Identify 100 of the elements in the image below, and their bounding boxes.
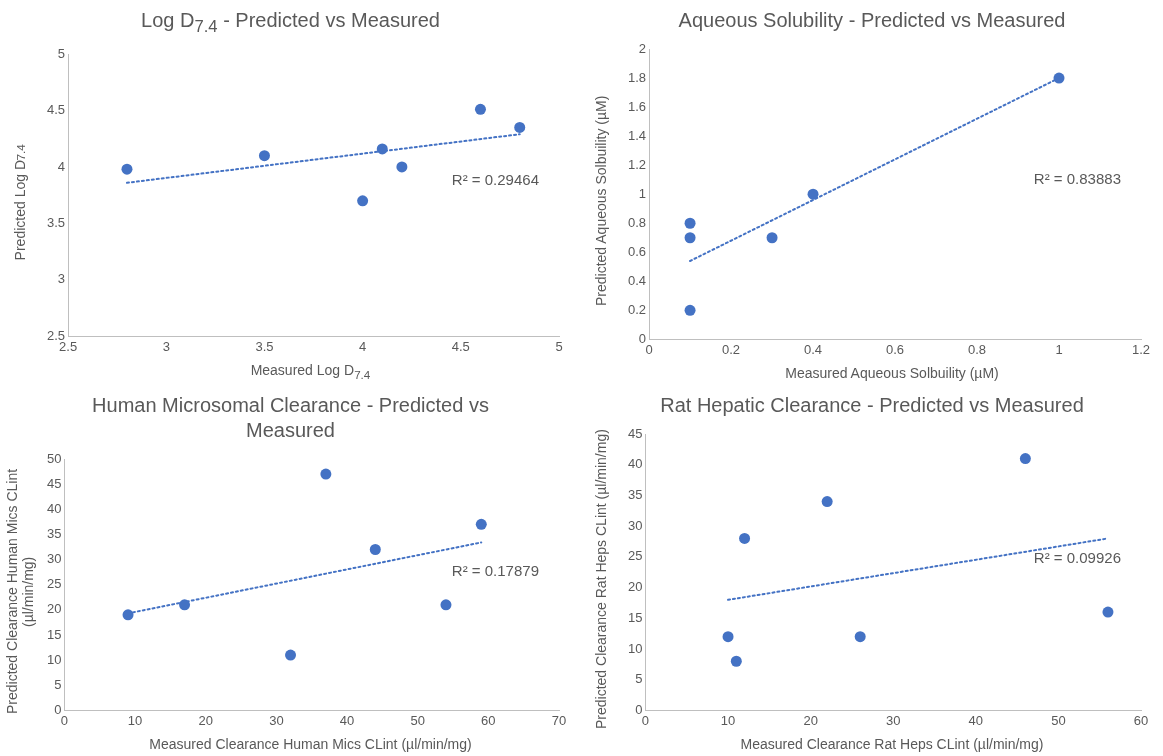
point <box>320 468 332 480</box>
x-tick-label: 0.4 <box>804 341 823 357</box>
y-tick-label: 0.2 <box>627 301 647 317</box>
x-axis-title: Measured Clearance Human Mics CLint (µl/min/mg) <box>148 736 473 754</box>
y-tick-label: 0.6 <box>627 243 647 259</box>
point <box>357 195 369 207</box>
point <box>474 103 486 115</box>
x-tick-label: 0.2 <box>722 341 741 357</box>
point <box>684 232 696 244</box>
y-tick-label: 15 <box>46 626 62 642</box>
point <box>722 631 734 643</box>
y-tick-label: 10 <box>627 640 643 656</box>
y-tick-label: 3 <box>57 271 66 287</box>
point <box>739 532 751 544</box>
x-axis-title: Measured Aqueous Solbuility (µM) <box>784 365 1000 383</box>
y-tick-label: 35 <box>627 487 643 502</box>
y-tick-label: 5 <box>57 45 66 61</box>
x-tick-label: 60 <box>481 712 496 728</box>
y-tick-label: 50 <box>46 450 62 466</box>
point <box>821 496 833 508</box>
x-tick-label: 10 <box>720 712 736 728</box>
y-tick-label: 45 <box>46 475 62 491</box>
x-tick-label: 0.8 <box>967 341 987 357</box>
y-axis-title: Predicted Aqueous Solbuility (µM) <box>592 94 610 309</box>
x-tick-label: 20 <box>803 712 818 728</box>
x-tick-label: 30 <box>886 712 901 728</box>
chart-title: Aqueous Solubility - Predicted vs Measured <box>677 8 1067 33</box>
point <box>121 163 133 175</box>
x-tick-label: 1 <box>1055 341 1063 357</box>
x-tick-label: 60 <box>1133 712 1149 728</box>
x-tick-label: 3 <box>162 338 170 354</box>
y-tick-label: 25 <box>627 548 643 564</box>
x-tick-label: 20 <box>198 712 213 728</box>
point <box>684 217 696 229</box>
x-tick-label: 30 <box>269 712 284 728</box>
y-tick-label: 10 <box>46 651 62 667</box>
x-tick-label: 40 <box>339 712 355 728</box>
point <box>285 649 297 661</box>
y-tick-label: 1 <box>638 185 647 201</box>
x-tick-label: 1.2 <box>1131 341 1151 357</box>
y-tick-label: 1.2 <box>627 156 647 172</box>
y-tick-label: 45 <box>627 425 643 441</box>
point <box>807 188 819 200</box>
x-tick-label: 0.6 <box>886 341 905 357</box>
y-axis-title: Predicted Clearance Rat Heps CLint (µl/min/mg) <box>592 428 610 731</box>
x-tick-label: 70 <box>551 712 567 728</box>
y-tick-label: 0.8 <box>627 214 647 230</box>
point <box>396 161 408 173</box>
y-tick-label: 5 <box>54 676 62 692</box>
point <box>514 121 526 133</box>
chart-title: Rat Hepatic Clearance - Predicted vs Measured <box>659 393 1085 418</box>
x-tick-label: 50 <box>1051 712 1066 728</box>
y-tick-label: 40 <box>46 500 62 516</box>
y-tick-label: 2.5 <box>46 327 66 343</box>
annotation: R² = 0.09926 <box>1033 548 1121 566</box>
y-tick-label: 20 <box>46 601 62 617</box>
point <box>730 655 742 667</box>
point <box>376 143 388 155</box>
chart-title: Log D$_{7.4}$ - Predicted vs Measured <box>140 8 441 38</box>
point <box>258 149 270 161</box>
y-tick-label: 5 <box>635 671 643 687</box>
point <box>766 232 778 244</box>
x-tick-label: 5 <box>555 338 563 354</box>
point <box>1053 72 1065 84</box>
x-tick-label: 10 <box>127 712 143 728</box>
chart-title: Human Microsomal Clearance - Predicted vs Measured <box>91 393 490 443</box>
x-axis-title: Measured Clearance Rat Heps CLint (µl/min/mg) <box>739 736 1045 754</box>
y-tick-label: 3.5 <box>46 214 66 230</box>
y-tick-label: 25 <box>46 576 62 592</box>
annotation: R² = 0.17879 <box>451 562 539 580</box>
y-tick-label: 1.6 <box>627 98 647 114</box>
point <box>854 631 866 643</box>
annotation: R² = 0.29464 <box>451 171 539 189</box>
x-tick-label: 4 <box>359 338 367 354</box>
y-tick-label: 0.4 <box>627 272 647 288</box>
point <box>440 599 452 611</box>
y-tick-label: 0 <box>54 701 62 717</box>
annotation: R² = 0.83883 <box>1033 169 1121 187</box>
x-axis-title: Measured Log D$_{7.4}$ <box>249 362 372 383</box>
y-tick-label: 1.8 <box>627 69 647 85</box>
point <box>1019 453 1031 465</box>
x-tick-label: 4.5 <box>451 338 470 354</box>
y-tick-label: 4 <box>57 158 66 174</box>
point <box>369 544 381 555</box>
y-tick-label: 0 <box>635 701 643 717</box>
point <box>1102 606 1114 618</box>
y-tick-label: 30 <box>46 551 62 567</box>
y-tick-label: 1.4 <box>627 127 647 143</box>
y-tick-label: 40 <box>627 456 643 472</box>
point <box>684 304 696 316</box>
y-tick-label: 35 <box>46 526 62 541</box>
y-tick-label: 20 <box>627 579 643 595</box>
x-tick-label: 3.5 <box>255 338 274 354</box>
y-tick-label: 2 <box>638 40 647 56</box>
point <box>475 518 487 530</box>
y-axis-title: Predicted Clearance Human Mics CLint (µl/min/mg) <box>3 467 37 717</box>
y-tick-label: 30 <box>627 517 643 533</box>
point <box>179 599 191 611</box>
x-tick-label: 50 <box>410 712 425 728</box>
y-tick-label: 4.5 <box>46 101 66 117</box>
